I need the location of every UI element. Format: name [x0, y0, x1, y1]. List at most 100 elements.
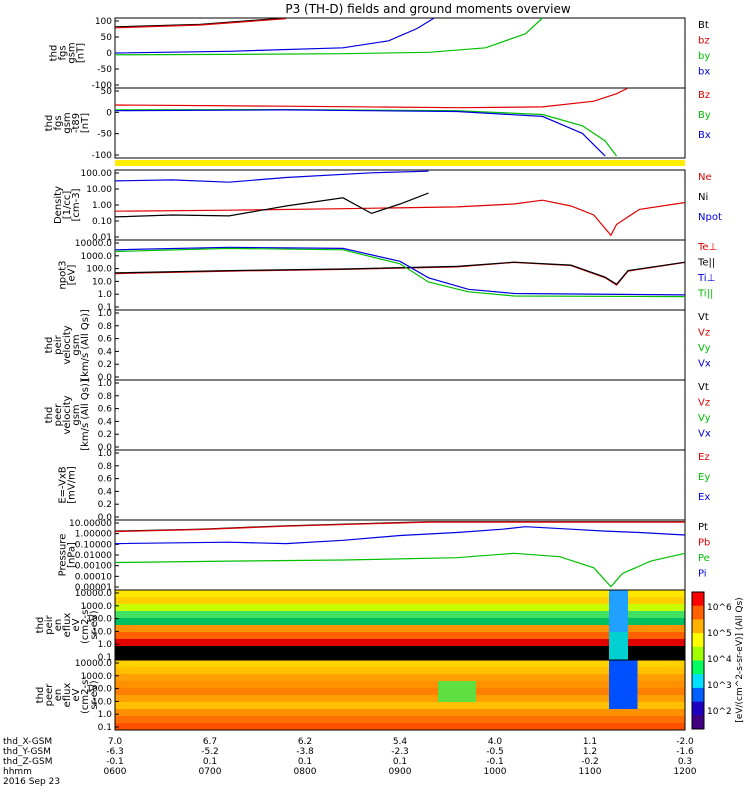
heatmap-cell	[542, 632, 553, 640]
heatmap-cell	[134, 597, 144, 605]
heatmap-cell	[618, 618, 629, 626]
heatmap-cell	[637, 716, 648, 724]
heatmap-cell	[305, 716, 315, 724]
heatmap-cell	[409, 604, 420, 612]
heatmap-cell	[485, 639, 496, 647]
heatmap-cell	[229, 723, 239, 731]
heatmap-cell	[229, 639, 239, 647]
heatmap-cell	[580, 695, 591, 703]
heatmap-cell	[542, 709, 553, 717]
heatmap-cell	[381, 625, 391, 633]
heatmap-cell	[561, 632, 572, 640]
heatmap-cell	[238, 716, 249, 724]
heatmap-cell	[267, 695, 277, 703]
heatmap-cell	[172, 674, 182, 682]
heatmap-cell	[447, 639, 458, 647]
heatmap-cell	[210, 702, 220, 710]
heatmap-cell	[514, 639, 524, 647]
y-tick-label: 10.00	[86, 185, 112, 195]
heatmap-cell	[191, 723, 201, 731]
heatmap-cell	[438, 632, 448, 640]
legend-ez: Ez	[698, 452, 710, 463]
heatmap-cell	[153, 604, 163, 612]
heatmap-cell	[143, 667, 154, 675]
heatmap-cell	[238, 632, 249, 640]
heatmap-cell	[390, 660, 401, 668]
heatmap-cell	[352, 695, 363, 703]
heatmap-cell	[390, 723, 401, 731]
heatmap-cell	[504, 681, 515, 689]
heatmap-cell	[172, 618, 182, 626]
series-line-ne	[114, 199, 686, 237]
heatmap-cell	[628, 639, 638, 647]
heatmap-cell	[447, 702, 458, 710]
heatmap-cell	[590, 632, 600, 640]
y-tick-label: 0.1	[98, 303, 112, 313]
heatmap-cell	[533, 681, 543, 689]
legend-vz: Vz	[698, 328, 710, 339]
heatmap-cell	[618, 597, 629, 605]
heatmap-cell	[181, 639, 192, 647]
heatmap-cell	[552, 681, 562, 689]
heatmap-cell	[637, 646, 648, 654]
heatmap-cell	[656, 604, 667, 612]
y-tick-label: 0.8	[98, 322, 113, 332]
legend-vt: Vt	[698, 382, 709, 393]
heatmap-cell	[219, 688, 230, 696]
heatmap-cell	[229, 646, 239, 654]
heatmap-cell	[647, 667, 657, 675]
legend-bz: Bz	[698, 90, 710, 101]
heatmap-cell	[134, 709, 144, 717]
heatmap-cell	[495, 709, 505, 717]
heatmap-cell	[675, 716, 686, 724]
heatmap-cell	[276, 674, 287, 682]
heatmap-cell	[647, 716, 657, 724]
legend-npot: Npot	[698, 212, 722, 223]
heatmap-cell	[542, 695, 553, 703]
heatmap-cell	[333, 660, 344, 668]
heatmap-cell	[305, 702, 315, 710]
heatmap-cell	[485, 674, 496, 682]
heatmap-cell	[533, 674, 543, 682]
y-tick-label: 0.2	[98, 500, 112, 510]
heatmap-cell	[457, 604, 467, 612]
heatmap-cell	[666, 667, 676, 675]
heatmap-cell	[162, 716, 173, 724]
heatmap-cell	[248, 660, 258, 668]
heatmap-cell	[419, 709, 429, 717]
heatmap-cell	[134, 639, 144, 647]
heatmap-cell	[590, 709, 600, 717]
heatmap-cell	[438, 709, 448, 717]
legend-pt: Pt	[698, 522, 708, 533]
heatmap-cell	[286, 667, 296, 675]
heatmap-cell	[599, 653, 610, 661]
heatmap-cell	[485, 646, 496, 654]
y-axis-label: fgs	[53, 115, 64, 130]
heatmap-cell	[124, 723, 135, 731]
heatmap-cell	[295, 702, 306, 710]
heatmap-cell	[637, 625, 648, 633]
heatmap-cell	[609, 632, 619, 640]
heatmap-cell	[295, 653, 306, 661]
heatmap-cell	[229, 688, 239, 696]
heatmap-cell	[352, 681, 363, 689]
heatmap-cell	[314, 639, 325, 647]
heatmap-cell	[409, 653, 420, 661]
colorbar-segment	[692, 674, 704, 689]
heatmap-cell	[447, 681, 458, 689]
heatmap-cell	[210, 604, 220, 612]
legend-pe: Pe	[698, 553, 710, 564]
heatmap-cell	[153, 618, 163, 626]
heatmap-cell	[675, 709, 686, 717]
heatmap-cell	[647, 639, 657, 647]
heatmap-cell	[400, 604, 410, 612]
heatmap-cell	[343, 702, 353, 710]
heatmap-cell	[419, 625, 429, 633]
heatmap-cell	[324, 653, 334, 661]
heatmap-cell	[514, 716, 524, 724]
heatmap-cell	[428, 604, 439, 612]
heatmap-cell	[276, 723, 287, 731]
heatmap-cell	[561, 716, 572, 724]
heatmap-cell	[656, 653, 667, 661]
heatmap-cell	[381, 667, 391, 675]
